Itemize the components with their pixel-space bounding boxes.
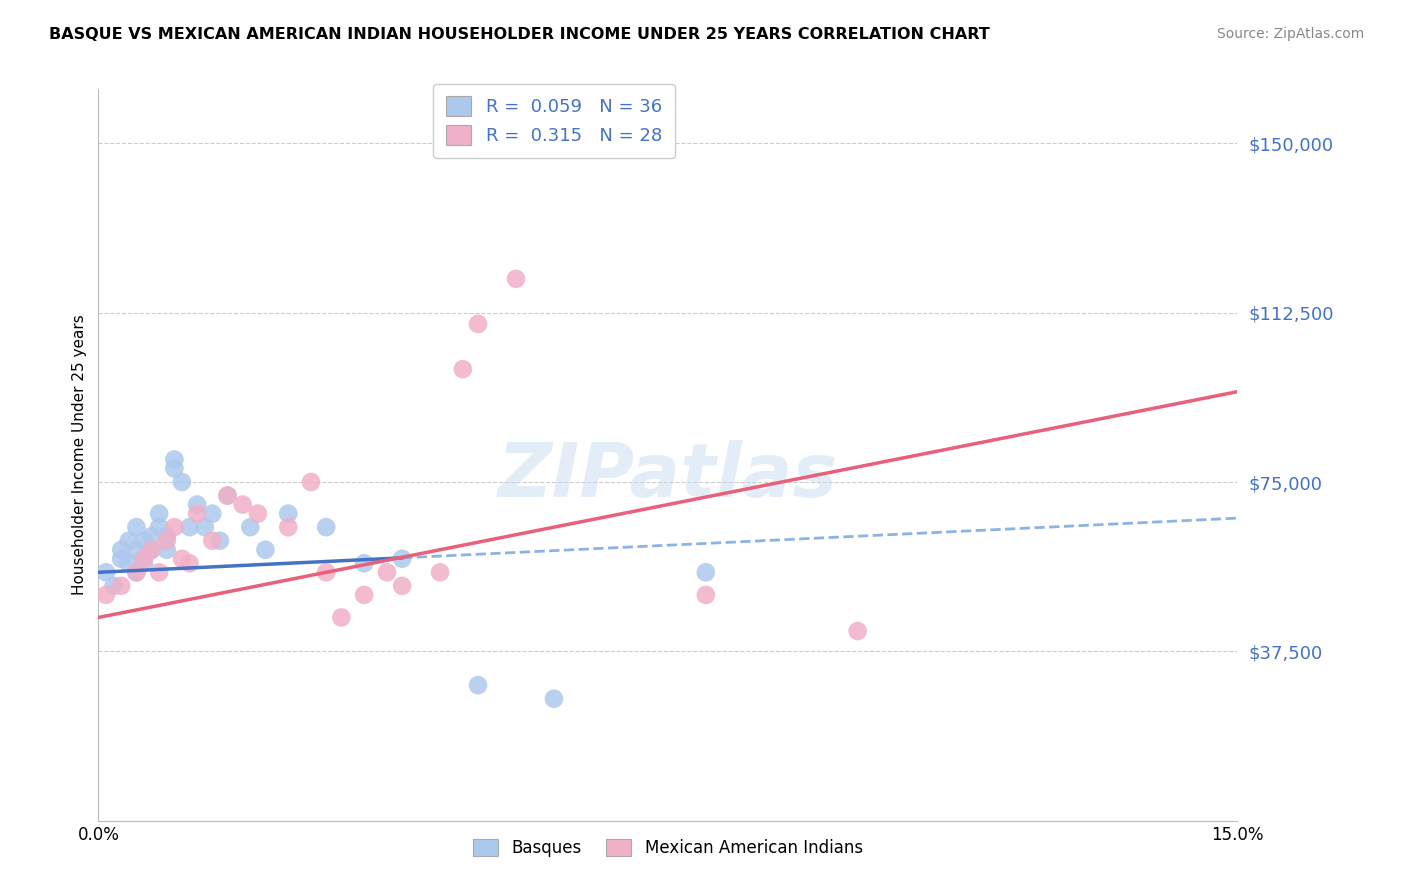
Point: [141, 529, 163, 543]
Point: [201, 507, 224, 521]
Point: [156, 533, 179, 548]
Point: [179, 556, 201, 570]
Point: [208, 533, 231, 548]
Point: [353, 556, 375, 570]
Point: [451, 362, 474, 376]
Point: [125, 566, 148, 580]
Point: [125, 566, 148, 580]
Text: ZIPatlas: ZIPatlas: [498, 441, 838, 514]
Legend: Basques, Mexican American Indians: Basques, Mexican American Indians: [467, 832, 869, 863]
Point: [217, 489, 239, 503]
Point: [110, 579, 132, 593]
Point: [375, 566, 398, 580]
Point: [148, 520, 170, 534]
Point: [467, 317, 489, 331]
Point: [141, 542, 163, 557]
Point: [543, 691, 565, 706]
Point: [163, 452, 186, 467]
Point: [148, 507, 170, 521]
Point: [163, 461, 186, 475]
Point: [299, 475, 322, 489]
Point: [217, 489, 239, 503]
Point: [846, 624, 869, 638]
Point: [110, 551, 132, 566]
Point: [148, 566, 170, 580]
Point: [118, 556, 141, 570]
Point: [125, 542, 148, 557]
Point: [132, 551, 155, 566]
Text: Source: ZipAtlas.com: Source: ZipAtlas.com: [1216, 27, 1364, 41]
Point: [170, 475, 193, 489]
Point: [505, 272, 527, 286]
Point: [132, 551, 155, 566]
Point: [330, 610, 353, 624]
Point: [194, 520, 217, 534]
Point: [315, 520, 337, 534]
Point: [201, 533, 224, 548]
Point: [277, 520, 299, 534]
Point: [695, 566, 717, 580]
Point: [391, 551, 413, 566]
Point: [94, 588, 117, 602]
Point: [186, 498, 208, 512]
Point: [103, 579, 125, 593]
Point: [110, 542, 132, 557]
Point: [232, 498, 254, 512]
Point: [246, 507, 269, 521]
Point: [391, 579, 413, 593]
Point: [429, 566, 451, 580]
Point: [315, 566, 337, 580]
Point: [277, 507, 299, 521]
Point: [156, 542, 179, 557]
Text: BASQUE VS MEXICAN AMERICAN INDIAN HOUSEHOLDER INCOME UNDER 25 YEARS CORRELATION : BASQUE VS MEXICAN AMERICAN INDIAN HOUSEH…: [49, 27, 990, 42]
Point: [239, 520, 262, 534]
Point: [125, 520, 148, 534]
Point: [156, 529, 179, 543]
Point: [132, 533, 155, 548]
Point: [179, 520, 201, 534]
Point: [94, 566, 117, 580]
Point: [695, 588, 717, 602]
Point: [141, 542, 163, 557]
Point: [132, 556, 155, 570]
Point: [467, 678, 489, 692]
Point: [186, 507, 208, 521]
Y-axis label: Householder Income Under 25 years: Householder Income Under 25 years: [72, 315, 87, 595]
Point: [353, 588, 375, 602]
Point: [163, 520, 186, 534]
Point: [254, 542, 277, 557]
Point: [118, 533, 141, 548]
Point: [170, 551, 193, 566]
